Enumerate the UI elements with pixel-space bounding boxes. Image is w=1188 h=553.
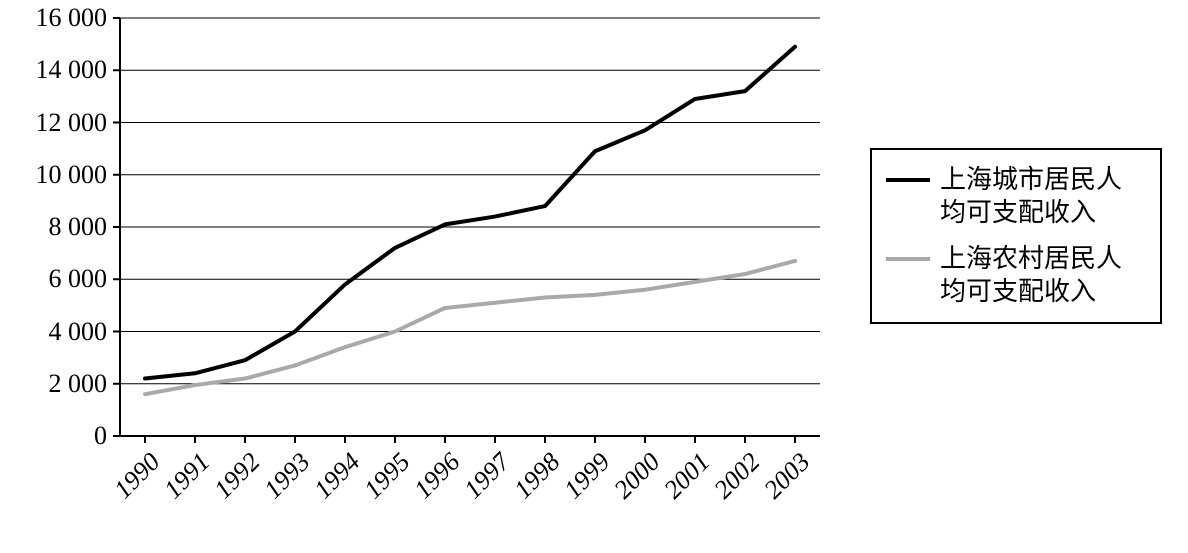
y-tick-label: 0 xyxy=(0,421,107,451)
y-tick-label: 14 000 xyxy=(0,55,107,85)
y-tick-label: 16 000 xyxy=(0,3,107,33)
y-tick-label: 12 000 xyxy=(0,108,107,138)
legend-item: 上海农村居民人 均可支配收入 xyxy=(886,243,1142,308)
legend-label: 上海城市居民人 均可支配收入 xyxy=(940,164,1122,229)
income-line-chart: 0 2 000 4 000 6 000 8 000 10 000 12 000 14 000 1… xyxy=(0,0,1188,553)
legend-label: 上海农村居民人 均可支配收入 xyxy=(940,243,1122,308)
y-tick-label: 6 000 xyxy=(0,264,107,294)
y-tick-label: 2 000 xyxy=(0,369,107,399)
legend-swatch xyxy=(886,178,930,182)
legend-item: 上海城市居民人 均可支配收入 xyxy=(886,164,1142,229)
legend: 上海城市居民人 均可支配收入上海农村居民人 均可支配收入 xyxy=(870,148,1162,324)
y-tick-label: 10 000 xyxy=(0,160,107,190)
legend-swatch xyxy=(886,257,930,261)
y-tick-label: 8 000 xyxy=(0,212,107,242)
y-tick-label: 4 000 xyxy=(0,317,107,347)
